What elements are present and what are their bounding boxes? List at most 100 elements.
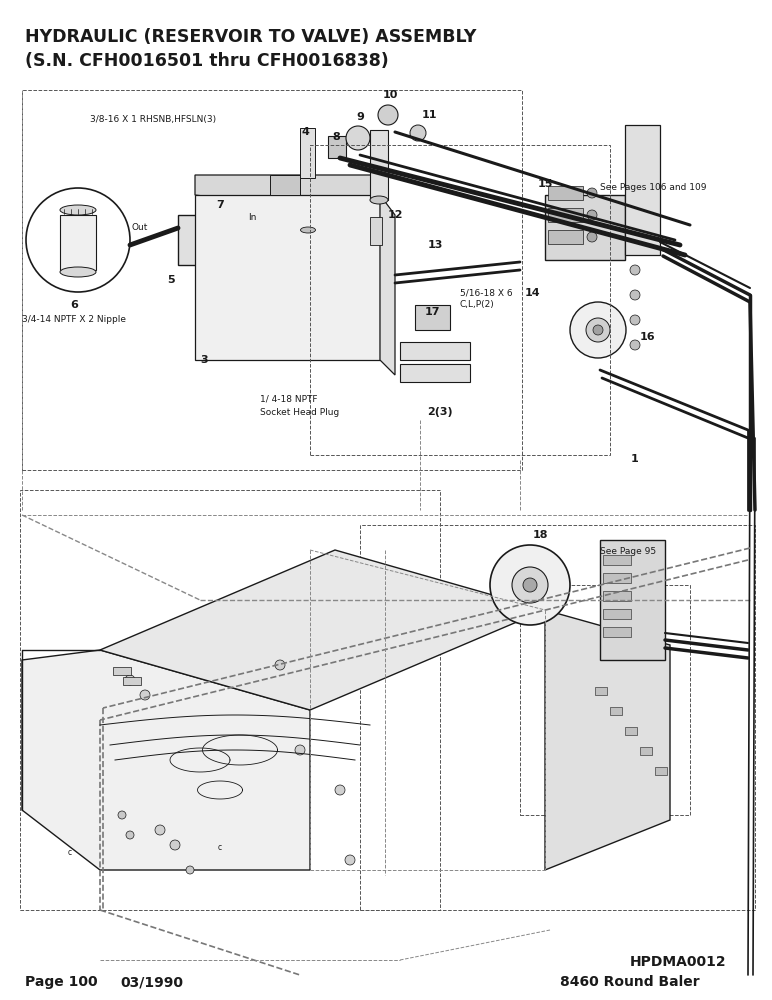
Bar [300, 128, 315, 178]
Bar [178, 215, 213, 265]
Text: 5/16-18 X 6: 5/16-18 X 6 [460, 288, 513, 297]
Bar [22, 90, 522, 470]
Text: Out: Out [132, 223, 148, 232]
Bar [603, 573, 631, 583]
Circle shape [335, 785, 345, 795]
Circle shape [587, 188, 597, 198]
Circle shape [570, 302, 626, 358]
Bar [603, 591, 631, 601]
Ellipse shape [370, 196, 388, 204]
Bar [548, 230, 583, 244]
Polygon shape [100, 550, 545, 710]
Bar [520, 585, 690, 815]
Text: 16: 16 [640, 332, 655, 342]
Text: 18: 18 [532, 530, 548, 540]
Bar [370, 130, 388, 200]
Circle shape [295, 745, 305, 755]
Bar [415, 305, 450, 330]
Circle shape [126, 831, 134, 839]
Bar [545, 195, 625, 260]
Text: 5: 5 [168, 275, 175, 285]
Text: 4: 4 [301, 127, 309, 137]
Text: c: c [68, 848, 72, 857]
Polygon shape [213, 225, 245, 252]
Text: 8460 Round Baler: 8460 Round Baler [560, 975, 699, 989]
Text: 7: 7 [216, 200, 224, 210]
Text: 3/8-16 X 1 RHSNB,HFSLN(3): 3/8-16 X 1 RHSNB,HFSLN(3) [90, 115, 216, 124]
Circle shape [410, 125, 426, 141]
Text: 15: 15 [537, 179, 553, 189]
Circle shape [630, 290, 640, 300]
Ellipse shape [60, 267, 96, 277]
Text: 8: 8 [332, 132, 340, 142]
Bar [400, 342, 470, 360]
Bar [655, 767, 667, 775]
Circle shape [140, 690, 150, 700]
Circle shape [490, 545, 570, 625]
Bar [123, 677, 141, 685]
Text: 3/4-14 NPTF X 2 Nipple: 3/4-14 NPTF X 2 Nipple [22, 315, 126, 324]
Circle shape [346, 126, 370, 150]
Bar [20, 490, 440, 910]
Text: See Page 95: See Page 95 [600, 547, 656, 556]
Bar [270, 175, 300, 195]
Text: In: In [248, 213, 256, 222]
Circle shape [630, 340, 640, 350]
Text: 03/1990: 03/1990 [120, 975, 183, 989]
Bar [310, 145, 610, 455]
Bar [548, 208, 583, 222]
Bar [548, 186, 583, 200]
Polygon shape [22, 650, 310, 870]
Circle shape [630, 315, 640, 325]
Circle shape [593, 325, 603, 335]
Text: 6: 6 [70, 300, 78, 310]
Text: 14: 14 [524, 288, 540, 298]
Bar [400, 364, 470, 382]
Bar [625, 125, 660, 255]
Text: 1: 1 [631, 454, 639, 464]
Polygon shape [195, 175, 380, 215]
Circle shape [587, 210, 597, 220]
Polygon shape [380, 195, 395, 375]
Circle shape [378, 105, 398, 125]
Circle shape [125, 675, 135, 685]
Circle shape [587, 232, 597, 242]
Circle shape [630, 265, 640, 275]
Text: HYDRAULIC (RESERVOIR TO VALVE) ASSEMBLY: HYDRAULIC (RESERVOIR TO VALVE) ASSEMBLY [25, 28, 476, 46]
Bar [640, 747, 652, 755]
Text: 1/ 4-18 NPTF: 1/ 4-18 NPTF [260, 395, 317, 404]
Text: Page 100: Page 100 [25, 975, 97, 989]
Text: c: c [218, 843, 222, 852]
Text: HPDMA0012: HPDMA0012 [630, 955, 726, 969]
Bar [595, 687, 607, 695]
Bar [625, 727, 637, 735]
Bar [113, 667, 131, 675]
Text: 13: 13 [428, 240, 442, 250]
Circle shape [523, 578, 537, 592]
Polygon shape [545, 610, 670, 870]
Text: 10: 10 [382, 90, 398, 100]
Text: 11: 11 [422, 110, 438, 120]
Bar [603, 555, 631, 565]
Text: 9: 9 [356, 112, 364, 122]
Bar [610, 707, 622, 715]
Bar [360, 525, 755, 910]
Circle shape [170, 840, 180, 850]
Ellipse shape [60, 205, 96, 215]
Circle shape [118, 811, 126, 819]
Circle shape [155, 825, 165, 835]
Bar [60, 215, 96, 270]
Text: C,L,P(2): C,L,P(2) [460, 300, 495, 309]
Circle shape [586, 318, 610, 342]
Text: (S.N. CFH0016501 thru CFH0016838): (S.N. CFH0016501 thru CFH0016838) [25, 52, 389, 70]
Bar [370, 217, 382, 245]
Text: 17: 17 [425, 307, 440, 317]
Polygon shape [195, 195, 380, 360]
Text: See Pages 106 and 109: See Pages 106 and 109 [600, 183, 706, 192]
Ellipse shape [300, 227, 316, 233]
Circle shape [512, 567, 548, 603]
Circle shape [186, 866, 194, 874]
Text: Socket Head Plug: Socket Head Plug [260, 408, 339, 417]
Bar [600, 540, 665, 660]
Circle shape [275, 660, 285, 670]
